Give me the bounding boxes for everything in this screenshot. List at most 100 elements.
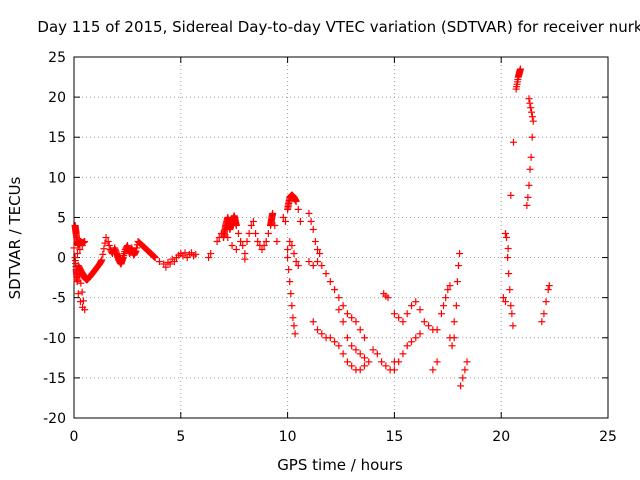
y-tick-label: 5 (57, 210, 66, 226)
data-point (213, 238, 221, 246)
data-point (501, 229, 509, 237)
data-point (247, 221, 255, 229)
y-tick-label: -15 (43, 371, 66, 387)
data-point (360, 362, 368, 370)
data-point (99, 250, 107, 258)
data-point (271, 221, 279, 229)
x-tick-label: 10 (279, 429, 297, 445)
data-point (339, 302, 347, 310)
data-point (343, 358, 351, 366)
data-point (305, 258, 313, 266)
data-point (442, 294, 450, 302)
data-point (433, 326, 441, 334)
data-point (279, 213, 287, 221)
data-point (348, 342, 356, 350)
data-point (77, 279, 85, 287)
data-point (506, 286, 514, 294)
data-point (331, 286, 339, 294)
data-point (78, 242, 86, 250)
data-point (155, 258, 163, 266)
data-point (296, 217, 304, 225)
chart-title: Day 115 of 2015, Sidereal Day-to-day VTE… (37, 18, 640, 36)
data-point (292, 197, 300, 205)
data-point (525, 181, 533, 189)
data-point (407, 302, 415, 310)
data-point (309, 225, 317, 233)
data-point (348, 362, 356, 370)
data-point (527, 104, 535, 112)
data-point (542, 298, 550, 306)
data-point (269, 209, 277, 217)
data-point (412, 334, 420, 342)
data-point (356, 326, 364, 334)
data-point (100, 245, 108, 253)
tick-labels: 0 5 10 15 20 25 -20 -15 -10 -5 0 5 10 15 20 25 (43, 50, 617, 445)
data-point (448, 342, 456, 350)
data-point (499, 294, 507, 302)
data-point (232, 246, 240, 254)
data-point (281, 217, 289, 225)
x-axis-title: GPS time / hours (277, 456, 403, 474)
data-point (373, 350, 381, 358)
data-point (81, 306, 89, 314)
y-tick-label: 15 (48, 130, 66, 146)
data-point (258, 246, 266, 254)
data-point (509, 138, 517, 146)
data-point (273, 238, 281, 246)
data-point (192, 250, 200, 258)
data-point (284, 246, 292, 254)
data-point (254, 238, 262, 246)
data-point (331, 338, 339, 346)
series-sdtvar (70, 65, 553, 390)
data-point (102, 234, 110, 241)
data-point (286, 238, 294, 246)
data-point (540, 310, 548, 318)
data-point (314, 326, 322, 334)
data-point (314, 258, 322, 266)
data-point (504, 254, 512, 262)
data-point (245, 229, 253, 237)
data-point (291, 330, 299, 338)
data-point (309, 262, 317, 270)
data-point (288, 242, 296, 250)
data-point (249, 217, 257, 225)
data-point (528, 108, 536, 116)
data-point (528, 133, 536, 141)
data-point (78, 288, 86, 296)
data-point (70, 244, 78, 252)
data-point (243, 238, 251, 246)
data-point (453, 278, 461, 286)
data-point (399, 318, 407, 326)
data-point (132, 247, 140, 255)
data-point (378, 358, 386, 366)
y-tick-label: -5 (52, 291, 66, 307)
data-point (390, 310, 398, 318)
data-point (399, 350, 407, 358)
data-point (433, 358, 441, 366)
data-point (420, 318, 428, 326)
data-point (286, 278, 294, 286)
data-point (538, 318, 546, 326)
data-point (390, 366, 398, 374)
data-point (322, 270, 330, 278)
data-point (352, 346, 360, 354)
data-point (450, 334, 458, 342)
data-point (509, 322, 517, 330)
data-point (437, 310, 445, 318)
data-point (425, 322, 433, 330)
data-point (294, 262, 302, 270)
data-point (335, 342, 343, 350)
data-point (311, 238, 319, 246)
data-point (440, 302, 448, 310)
data-point (508, 310, 516, 318)
data-point (339, 318, 347, 326)
data-point (241, 255, 249, 263)
data-point (360, 334, 368, 342)
data-point (505, 270, 513, 278)
data-point (369, 346, 377, 354)
data-point (335, 306, 343, 314)
data-point (503, 234, 511, 241)
data-point (429, 366, 437, 374)
ticks (73, 56, 609, 419)
